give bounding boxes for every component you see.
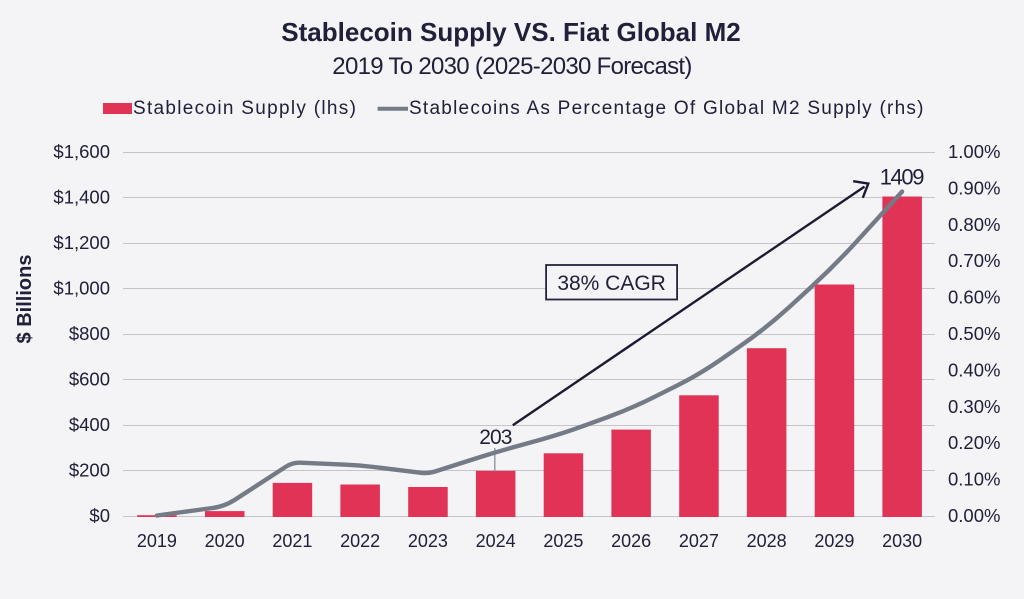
svg-text:$1,000: $1,000 xyxy=(53,278,110,299)
svg-text:2028: 2028 xyxy=(747,531,787,551)
svg-text:2019: 2019 xyxy=(137,531,177,551)
svg-text:$800: $800 xyxy=(69,323,110,344)
svg-text:$1,400: $1,400 xyxy=(53,187,110,208)
svg-text:0.90%: 0.90% xyxy=(948,177,1000,198)
svg-text:$ Billions: $ Billions xyxy=(14,255,36,344)
svg-text:0.30%: 0.30% xyxy=(948,396,1000,417)
svg-text:$1,200: $1,200 xyxy=(53,232,110,253)
svg-text:0.60%: 0.60% xyxy=(948,287,1000,308)
svg-text:2020: 2020 xyxy=(205,531,245,551)
svg-text:0.50%: 0.50% xyxy=(948,323,1000,344)
svg-text:2023: 2023 xyxy=(408,531,448,551)
svg-text:2026: 2026 xyxy=(611,531,651,551)
svg-text:0.70%: 0.70% xyxy=(948,250,1000,271)
svg-text:1.00%: 1.00% xyxy=(948,141,1000,162)
svg-text:2030: 2030 xyxy=(882,531,922,551)
svg-text:$1,600: $1,600 xyxy=(53,141,110,162)
svg-text:2022: 2022 xyxy=(340,531,380,551)
svg-text:2029: 2029 xyxy=(814,531,854,551)
svg-text:2019 To 2030 (2025-2030 Foreca: 2019 To 2030 (2025-2030 Forecast) xyxy=(332,53,691,80)
svg-text:1409: 1409 xyxy=(880,165,925,190)
svg-text:Stablecoin Supply VS. Fiat Glo: Stablecoin Supply VS. Fiat Global M2 xyxy=(281,17,740,47)
svg-text:0.00%: 0.00% xyxy=(948,505,1000,526)
svg-text:Stablecoin Supply (lhs): Stablecoin Supply (lhs) xyxy=(133,98,357,119)
svg-text:0.10%: 0.10% xyxy=(948,469,1000,490)
svg-text:0.20%: 0.20% xyxy=(948,432,1000,453)
svg-text:$200: $200 xyxy=(69,460,110,481)
svg-text:2027: 2027 xyxy=(679,531,719,551)
svg-text:$600: $600 xyxy=(69,369,110,390)
svg-text:0.40%: 0.40% xyxy=(948,359,1000,380)
svg-text:2021: 2021 xyxy=(272,531,312,551)
svg-text:38% CAGR: 38% CAGR xyxy=(557,272,666,295)
svg-text:2024: 2024 xyxy=(476,531,516,551)
svg-text:0.80%: 0.80% xyxy=(948,214,1000,235)
svg-text:Stablecoins As Percentage Of G: Stablecoins As Percentage Of Global M2 S… xyxy=(409,98,925,119)
svg-text:203: 203 xyxy=(479,426,512,449)
svg-text:$0: $0 xyxy=(89,505,110,526)
svg-text:2025: 2025 xyxy=(543,531,583,551)
svg-text:$400: $400 xyxy=(69,414,110,435)
